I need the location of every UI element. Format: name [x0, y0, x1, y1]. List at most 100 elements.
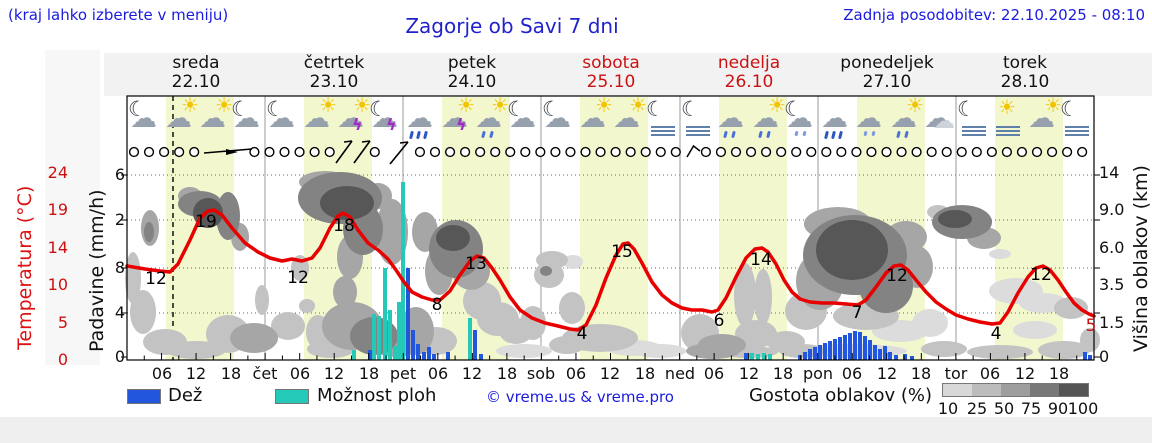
shower-bar: [377, 316, 381, 360]
wind-calm-circle: [700, 146, 712, 158]
weather-icon: ☁: [715, 98, 749, 142]
rain-bar: [813, 347, 817, 360]
wind-calm-circle: [279, 146, 290, 158]
sun-icon: ☀: [319, 93, 337, 117]
showers-legend-swatch: [275, 389, 309, 404]
sun-icon: ☀: [595, 93, 613, 117]
wind-calm-circle: [836, 146, 847, 158]
rain-bar: [1088, 355, 1092, 360]
heavy-rain-icon: [824, 130, 829, 140]
weather-icon: ☾: [681, 98, 715, 142]
weather-icon: ☾ ☁: [266, 98, 300, 142]
cloud-blob: [1038, 341, 1090, 359]
fog-icon: [651, 134, 675, 136]
wind-calm-circle: [444, 146, 456, 158]
x-tick-label: čet: [252, 364, 278, 383]
temp-tick-label: 19: [47, 200, 68, 219]
sun-icon: ☀: [1044, 93, 1062, 117]
weather-icon: ☁ ☁: [922, 98, 956, 142]
wind-calm-circle: [1077, 146, 1088, 158]
x-tick-label: 12: [185, 364, 207, 383]
weather-icon: ☀ ☁ ϟ: [439, 95, 475, 142]
temperature-value-label: 4: [577, 324, 588, 344]
cloud-blob: [320, 186, 374, 220]
cloud-icon: ☁: [786, 103, 813, 134]
x-tick-label: 06: [565, 364, 587, 383]
sun-icon: ☀: [906, 93, 924, 117]
cloud-icon: ☁: [855, 103, 882, 134]
rain-bar: [858, 332, 862, 360]
cloud-blob: [549, 336, 585, 354]
heavy-rain-icon: [831, 130, 836, 140]
temperature-value-label: 4: [991, 324, 1002, 344]
wind-calm-circle: [309, 146, 320, 158]
sun-icon: ☀: [768, 93, 786, 117]
shower-bar: [372, 314, 376, 360]
lightning-icon: ϟ: [352, 115, 363, 134]
weather-icon: ☾: [957, 98, 991, 142]
cloud-icon: ☁: [441, 103, 468, 134]
day-name: četrtek: [303, 53, 365, 73]
wind-calm-circle: [625, 146, 636, 158]
cloud-icon: ☁: [933, 109, 955, 134]
gradient-cell: [1001, 384, 1030, 396]
shower-bar: [401, 182, 405, 360]
weather-icon: ☀ ☁: [577, 93, 613, 142]
cloud-density-legend-label: Gostota oblakov (%): [748, 385, 932, 406]
rain-bar: [1083, 352, 1087, 360]
day-header-četrtek: četrtek 23.10: [264, 54, 404, 92]
cloud-height-tick-label: 3.5: [1099, 275, 1125, 294]
shower-bar: [768, 354, 772, 360]
rain-bar: [406, 268, 410, 360]
cloud-blob: [255, 285, 269, 315]
wind-calm-circle: [143, 146, 155, 158]
x-tick-label: 18: [910, 364, 932, 383]
gradient-scale-label: 100: [1067, 399, 1099, 418]
wind-barb: [353, 140, 371, 164]
wind-calm-circle: [174, 146, 185, 158]
wind-calm-circle: [128, 146, 140, 158]
cloud-blob: [686, 343, 740, 359]
rain-legend-swatch: [127, 389, 161, 404]
cloud-blob: [1054, 297, 1088, 319]
cloud-density-gradient: [942, 383, 1089, 397]
fog-icon: [686, 126, 710, 128]
cloud-blob: [376, 199, 408, 265]
cloud-blob: [230, 323, 278, 353]
rain-bar: [422, 352, 426, 360]
cloud-icon: ☁: [613, 103, 640, 134]
day-header-nedelja: nedelja 26.10: [679, 54, 819, 92]
weather-icon: ☾ ☁: [784, 98, 818, 142]
moon-glyph: ☾: [957, 97, 976, 121]
rain-bar: [868, 340, 872, 360]
rain-bar: [803, 352, 807, 360]
shower-bar: [393, 346, 397, 360]
wind-calm-circle: [460, 146, 471, 158]
rain-bar: [848, 333, 852, 360]
wind-calm-circle: [821, 146, 832, 158]
weather-icon: ☀ ☁: [473, 95, 509, 142]
shower-bar: [750, 353, 754, 360]
wind-calm-circle: [475, 146, 486, 158]
day-date: 25.10: [586, 72, 636, 92]
wind-calm-circle: [971, 146, 982, 158]
weather-icon: ☀ ☁: [750, 93, 786, 142]
rain-drop-icon: [904, 130, 909, 139]
weather-icon: ☀: [991, 95, 1025, 142]
x-tick-label: ned: [664, 364, 696, 383]
temperature-value-label: 15: [611, 242, 633, 262]
sun-icon: ☀: [998, 95, 1016, 119]
cloud-icon: ☁: [509, 103, 536, 134]
drizzle-icon: [871, 130, 876, 137]
temperature-value-label: 13: [465, 254, 487, 274]
cloud-blob: [816, 220, 888, 280]
wind-calm-circle: [956, 146, 967, 158]
day-header-torek: torek 28.10: [955, 54, 1095, 92]
wind-calm-circle: [1016, 146, 1028, 158]
cloud-blob: [333, 276, 357, 308]
copyright-text: © vreme.us & vreme.pro: [486, 388, 674, 406]
moon-glyph: ☾: [784, 97, 803, 121]
wind-calm-circle: [760, 146, 772, 158]
cloud-blob: [540, 266, 552, 276]
